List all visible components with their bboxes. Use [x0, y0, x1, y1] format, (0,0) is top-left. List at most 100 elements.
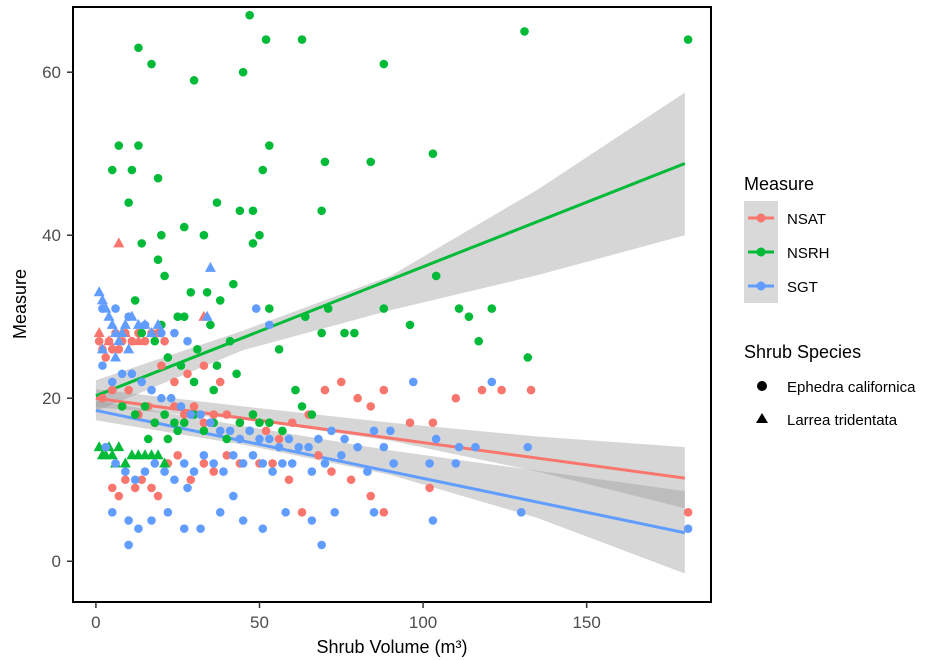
- plot-panel-border: [72, 6, 712, 603]
- point-sgt: [225, 426, 235, 436]
- point-sgt: [369, 508, 379, 517]
- point-sgt: [140, 467, 150, 476]
- point-nsrh: [134, 141, 143, 150]
- triangle-point-sgt: [204, 261, 216, 272]
- point-sgt: [199, 450, 209, 460]
- point-nsat: [107, 345, 117, 354]
- point-sgt: [196, 524, 205, 533]
- point-sgt: [111, 459, 120, 468]
- point-nsat: [107, 483, 117, 493]
- point-sgt: [107, 377, 117, 387]
- point-nsat: [107, 385, 117, 395]
- legend-shape-title: Shrub Species: [744, 342, 861, 362]
- point-nsrh: [297, 35, 307, 44]
- x-tick-label: 150: [572, 613, 600, 632]
- point-nsat: [121, 475, 130, 485]
- triangle-point-nsat: [113, 237, 125, 248]
- point-nsat: [114, 345, 124, 354]
- confidence-band-nsrh: [95, 92, 685, 412]
- legend-shape-key-larrea: Larrea tridentata: [756, 412, 898, 429]
- triangle-point-sgt: [96, 343, 108, 354]
- legend-key-dot: [756, 247, 766, 257]
- point-nsrh: [255, 418, 264, 427]
- point-nsat: [98, 393, 107, 403]
- point-sgt: [98, 361, 107, 370]
- point-nsrh: [366, 157, 376, 167]
- point-nsrh: [209, 385, 218, 395]
- point-nsat: [274, 434, 284, 444]
- point-sgt: [314, 434, 323, 444]
- point-sgt: [166, 393, 176, 403]
- point-sgt: [274, 442, 284, 452]
- point-sgt: [451, 459, 461, 468]
- point-sgt: [379, 442, 389, 452]
- point-sgt: [179, 524, 189, 533]
- point-nsrh: [291, 385, 300, 395]
- point-nsrh: [245, 10, 254, 20]
- point-nsat: [428, 418, 438, 427]
- point-sgt: [245, 426, 254, 436]
- point-sgt: [278, 459, 287, 468]
- point-sgt: [229, 491, 238, 501]
- point-nsrh: [258, 165, 268, 175]
- point-nsrh: [274, 345, 284, 354]
- point-nsrh: [189, 76, 199, 85]
- point-nsrh: [232, 369, 241, 379]
- point-nsat: [170, 377, 179, 387]
- point-nsrh: [199, 230, 209, 240]
- point-nsrh: [340, 328, 349, 338]
- point-nsat: [199, 459, 209, 468]
- point-sgt: [179, 459, 189, 468]
- point-sgt: [101, 442, 111, 452]
- point-sgt: [219, 467, 228, 476]
- point-nsrh: [431, 271, 441, 281]
- point-nsrh: [206, 320, 215, 330]
- point-sgt: [147, 385, 156, 395]
- point-nsat: [170, 402, 179, 411]
- point-sgt: [340, 434, 349, 444]
- point-sgt: [330, 508, 340, 517]
- point-nsrh: [238, 67, 248, 77]
- point-sgt: [186, 410, 196, 419]
- confidence-bands: [95, 92, 685, 574]
- point-nsrh: [186, 287, 196, 297]
- point-nsat: [183, 369, 192, 379]
- point-nsrh: [300, 312, 310, 322]
- point-sgt: [317, 540, 326, 550]
- point-nsat: [209, 410, 218, 419]
- point-sgt: [281, 508, 290, 517]
- point-nsat: [94, 336, 104, 346]
- point-nsat: [261, 426, 271, 436]
- point-nsrh: [523, 353, 533, 362]
- point-nsrh: [140, 402, 150, 411]
- point-sgt: [215, 508, 225, 517]
- triangle-point-nsat: [103, 335, 115, 346]
- point-sgt: [238, 459, 248, 468]
- triangle-point-sgt: [113, 335, 125, 346]
- point-sgt: [124, 540, 133, 550]
- point-nsrh: [212, 198, 222, 207]
- point-sgt: [163, 508, 173, 517]
- triangle-point-nsrh: [113, 441, 125, 452]
- x-axis-label: Shrub Volume (m³): [316, 637, 467, 657]
- point-nsrh: [173, 312, 182, 322]
- point-nsrh: [147, 59, 156, 69]
- confidence-band-sgt: [95, 400, 685, 574]
- legend-shape-key-ephedra: Ephedra californica: [757, 379, 916, 396]
- point-nsat: [268, 459, 277, 468]
- point-nsrh: [179, 418, 189, 427]
- point-sgt: [117, 369, 127, 379]
- point-nsrh: [255, 230, 264, 240]
- point-sgt: [258, 524, 268, 533]
- point-sgt: [130, 475, 140, 485]
- point-nsat: [477, 385, 487, 395]
- point-nsrh: [114, 141, 124, 150]
- point-sgt: [111, 304, 120, 313]
- data-points: [93, 10, 693, 550]
- triangle-point-sgt: [93, 286, 105, 297]
- point-sgt: [516, 508, 526, 517]
- point-nsat: [147, 483, 156, 493]
- point-sgt: [248, 450, 258, 460]
- point-nsrh: [124, 198, 133, 207]
- legend: Measure NSAT NSRH SGT Shrub Species Ephedr…: [744, 174, 916, 429]
